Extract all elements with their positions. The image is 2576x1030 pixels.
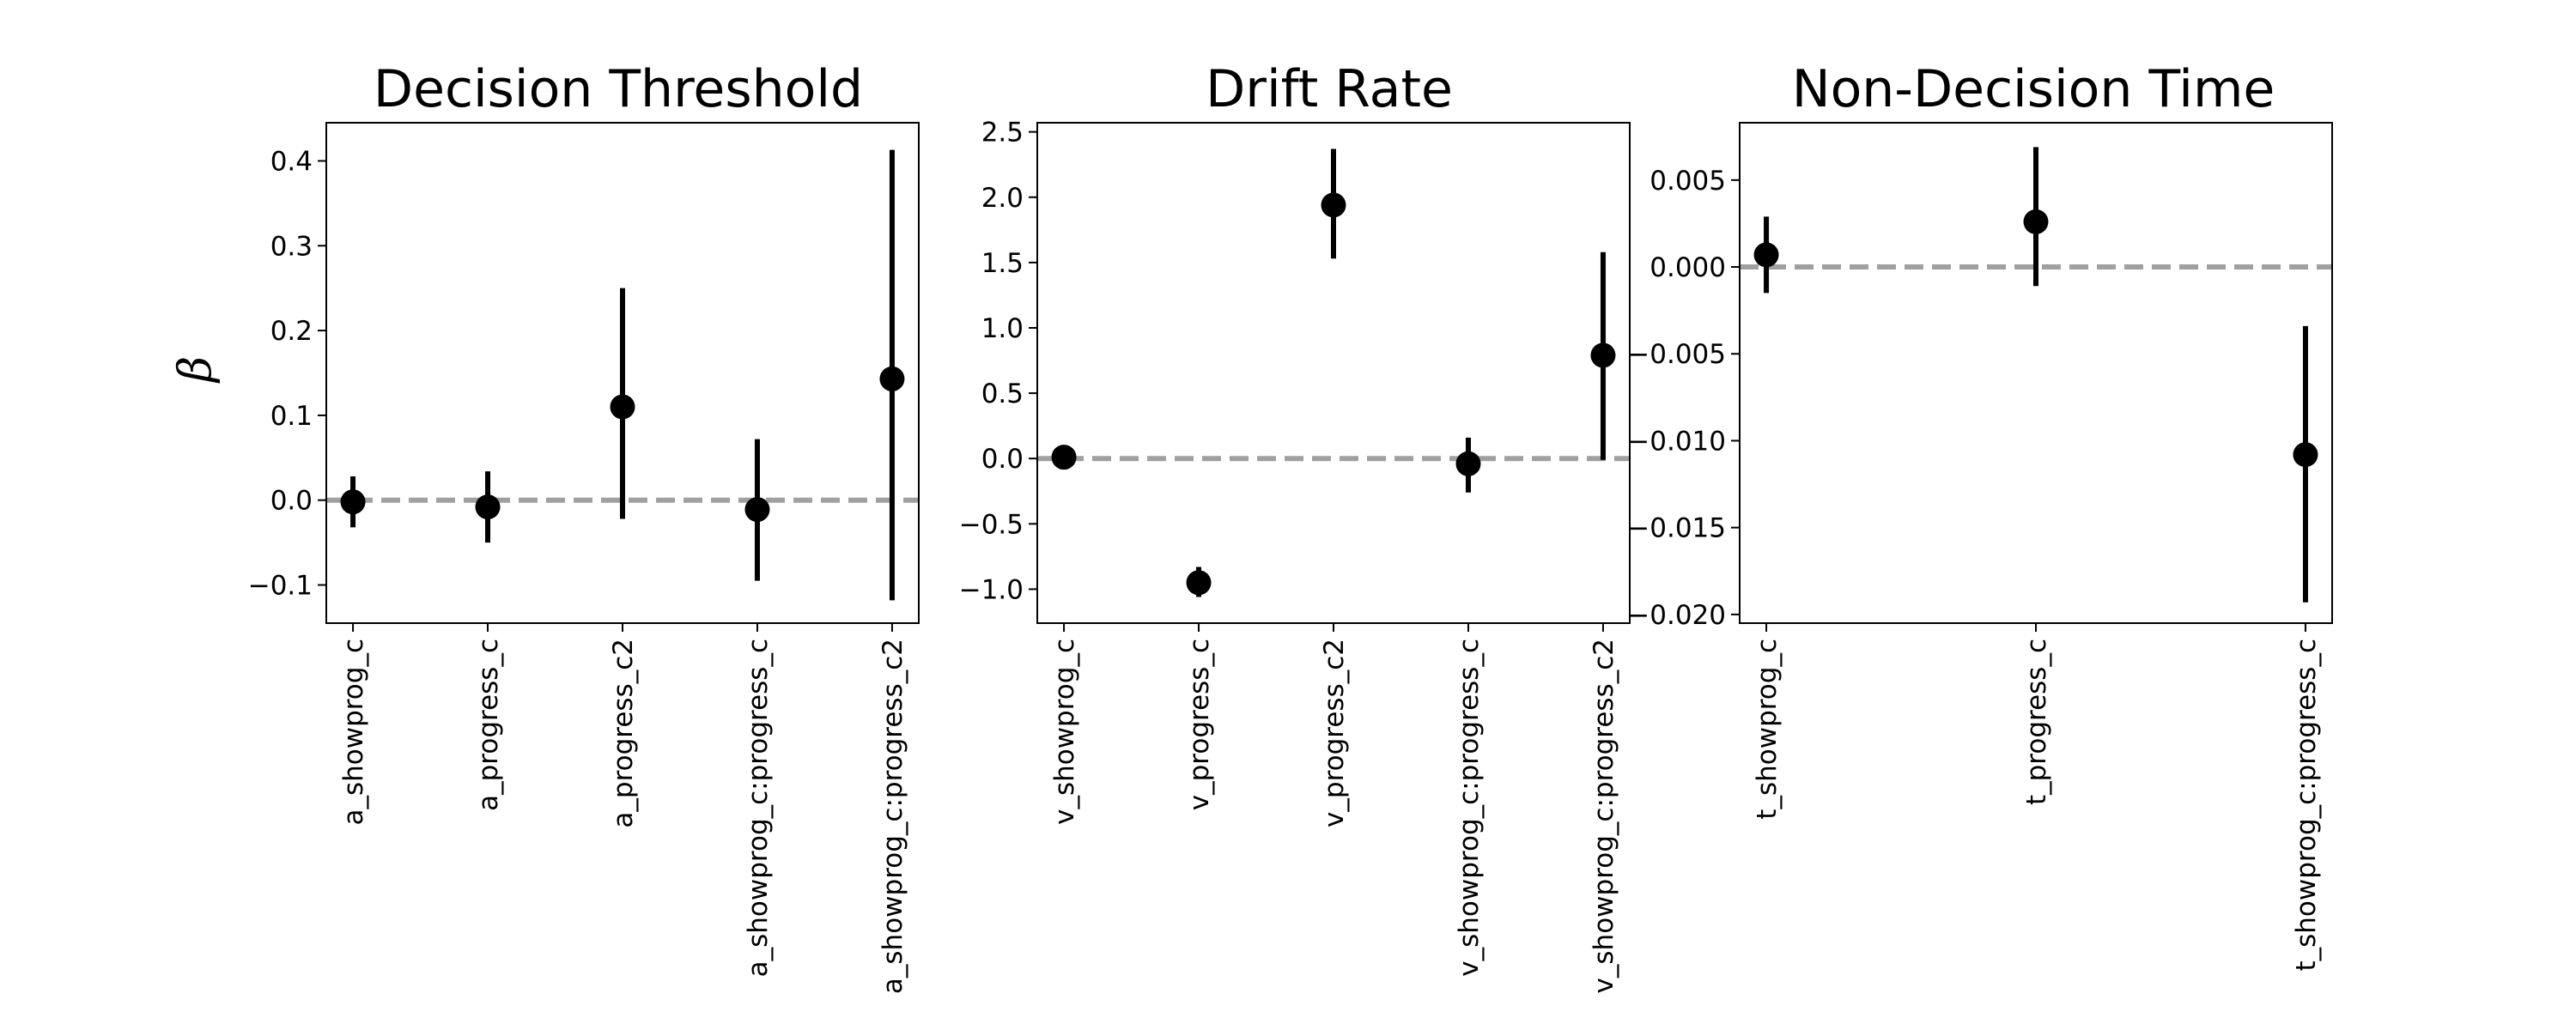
y-tick-label: 2.5 [981,118,1024,148]
y-tick-label: −0.015 [1627,513,1726,544]
x-tick-label: v_progress_c2 [1319,639,1350,827]
data-point [2293,442,2318,468]
y-tick-label: −0.005 [1627,339,1726,370]
y-tick-label: 0.4 [270,146,313,177]
x-tick-label: v_progress_c [1184,639,1215,810]
y-axis-label: β [170,356,222,384]
data-point [1455,451,1481,476]
x-tick-label: a_progress_c2 [608,639,639,828]
data-point [1590,342,1616,368]
y-tick-label: 0.000 [1649,252,1726,283]
x-tick-label: v_showprog_c:progress_c [1454,639,1485,977]
y-tick-label: 0.0 [270,486,313,517]
y-tick-label: −0.010 [1627,426,1726,457]
y-tick-label: −0.5 [959,509,1024,540]
x-tick-label: a_showprog_c [338,639,369,826]
x-tick-label: v_showprog_c:progress_c2 [1589,639,1619,993]
panel-decision-threshold: Decision Threshold −0.1 0.0 0.1 0.2 0.3 0.4 a_… [248,59,920,994]
x-tick-label: a_showprog_c:progress_c2 [878,639,908,994]
y-tick-label: 0.0 [981,444,1024,475]
panel-title-drift-rate: Drift Rate [1206,59,1453,119]
x-tick-label: t_progress_c [2021,639,2052,805]
x-tick-label: a_showprog_c:progress_c [743,639,774,977]
y-tick-label: 0.3 [270,231,313,262]
panel-title-decision-threshold: Decision Threshold [374,59,863,119]
y-tick-label: 0.1 [270,401,313,432]
y-tick-label: −1.0 [959,574,1024,605]
data-point [1321,192,1346,218]
data-point [879,366,905,391]
y-tick-label: 1.5 [981,248,1024,279]
data-point [1051,445,1077,470]
x-tick-label: t_showprog_c:progress_c [2291,639,2322,972]
axes-frame [1036,122,1631,624]
data-point [340,489,366,515]
x-tick-label: a_progress_c [473,639,504,811]
data-point [475,494,501,520]
data-point [1186,570,1212,596]
panel-drift-rate: Drift Rate −1.0 −0.5 0.0 0.5 1.0 1.5 2.0 2.5 v_s… [959,59,1631,993]
data-point [744,497,770,523]
data-point [610,394,635,420]
data-point [1753,242,1779,268]
data-point [2023,209,2049,234]
y-tick-label: 0.005 [1649,166,1726,197]
y-tick-label: −0.020 [1627,600,1726,631]
x-tick-label: t_showprog_c [1752,639,1783,820]
axes-frame [1739,122,2333,624]
panel-title-non-decision-time: Non-Decision Time [1792,59,2275,119]
y-tick-label: 1.0 [981,313,1024,344]
x-tick-label: v_showprog_c [1049,639,1080,825]
y-tick-label: 2.0 [981,183,1024,214]
y-tick-label: −0.1 [248,571,313,602]
axes-frame [325,122,920,624]
panel-non-decision-time: Non-Decision Time −0.020 −0.015 −0.010 −0.0… [1627,59,2333,972]
y-tick-label: 0.2 [270,316,313,347]
y-tick-label: 0.5 [981,379,1024,409]
